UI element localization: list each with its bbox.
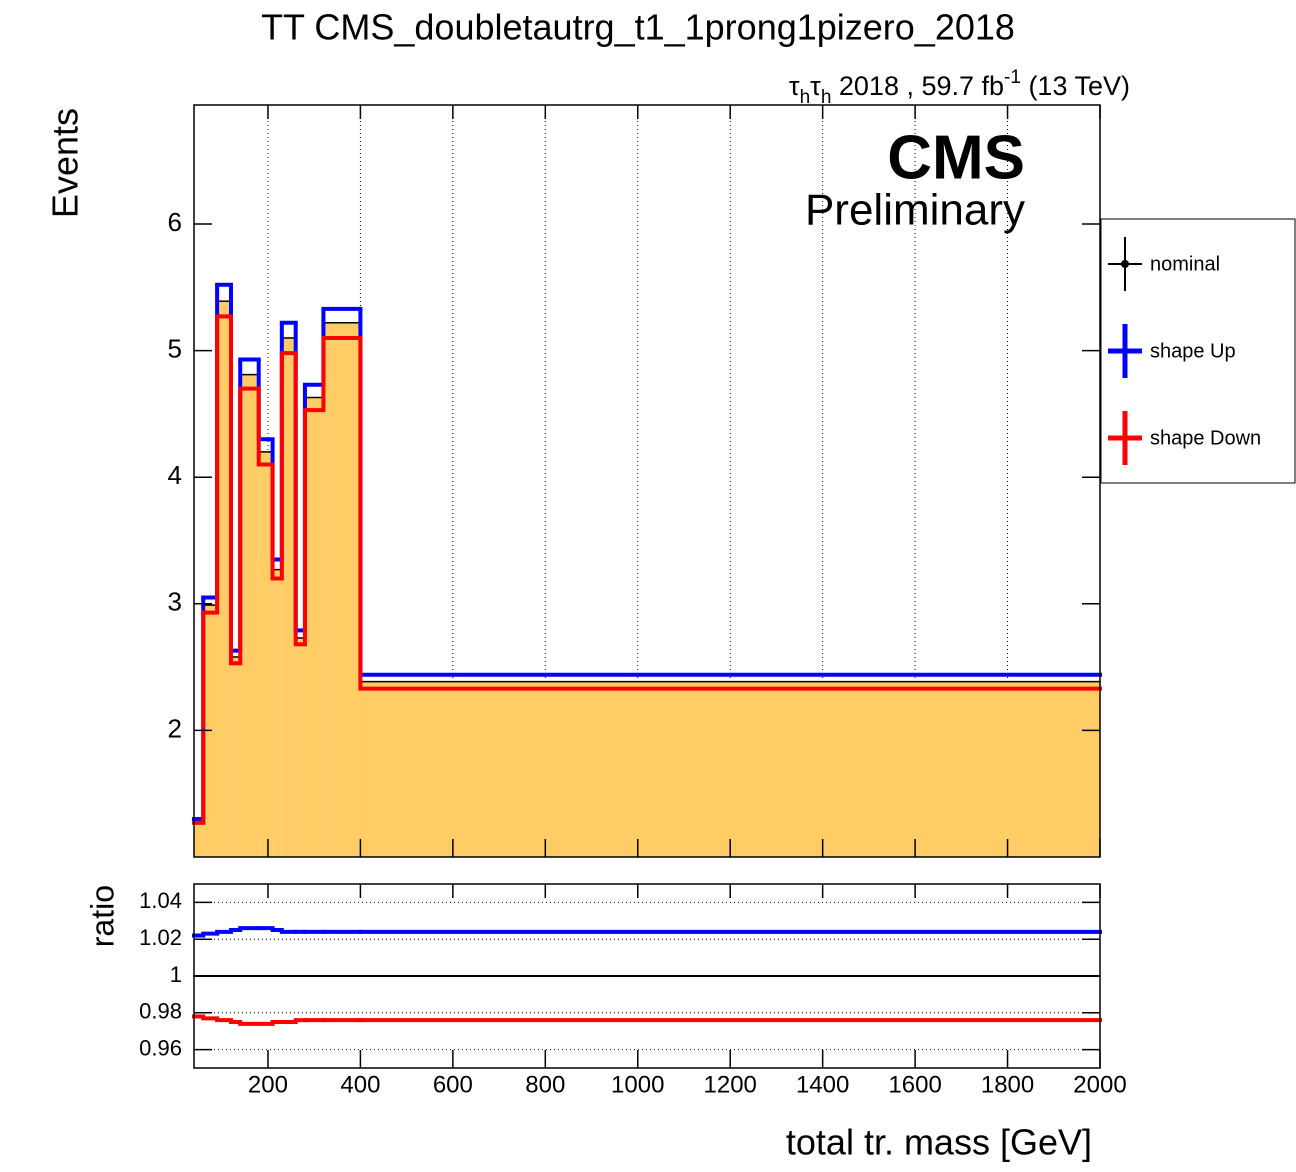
y-axis-label: Events <box>45 108 86 218</box>
lumi-label: τhτh 2018 , 59.7 fb-1 (13 TeV) <box>789 67 1130 108</box>
y-tick-label: 2 <box>168 713 182 743</box>
y-tick-label: 0.96 <box>139 1035 182 1060</box>
bar <box>194 821 204 857</box>
lumi-part: -1 <box>1004 67 1021 88</box>
legend-marker <box>1121 260 1129 268</box>
lumi-part: τ <box>789 71 800 101</box>
y-tick-label: 0.98 <box>139 999 182 1024</box>
bar <box>295 637 305 857</box>
y-tick-label: 1 <box>170 962 182 987</box>
lumi-part: (13 TeV) <box>1021 71 1130 101</box>
x-tick-label: 1000 <box>611 1071 664 1098</box>
x-tick-label: 800 <box>525 1071 565 1098</box>
x-tick-label: 1800 <box>981 1071 1034 1098</box>
x-tick-label: 1200 <box>704 1071 757 1098</box>
x-tick-label: 2000 <box>1073 1071 1126 1098</box>
lumi-part: h <box>800 87 811 108</box>
lumi-part: 2018 , 59.7 fb <box>831 71 1004 101</box>
x-tick-label: 200 <box>248 1071 288 1098</box>
preliminary-label: Preliminary <box>805 186 1025 235</box>
bar <box>281 337 296 857</box>
bar <box>217 301 231 857</box>
bar <box>240 374 259 857</box>
y-tick-label: 1.02 <box>139 925 182 950</box>
cms-label: CMS <box>887 123 1025 192</box>
legend-label: shape Up <box>1150 340 1236 362</box>
y-tick-label: 5 <box>168 333 182 363</box>
lumi-part: h <box>821 87 832 108</box>
bar <box>258 451 273 857</box>
bar <box>230 656 241 857</box>
x-tick-label: 1400 <box>796 1071 849 1098</box>
y-tick-label: 1.04 <box>139 888 182 913</box>
y-tick-label: 3 <box>168 587 182 617</box>
x-axis-label: total tr. mass [GeV] <box>786 1122 1092 1163</box>
y-tick-label: 6 <box>168 207 182 237</box>
bar <box>323 322 361 857</box>
plot-frame <box>193 104 1101 858</box>
y-tick-label: 4 <box>168 460 182 490</box>
bar <box>304 397 324 857</box>
x-tick-label: 1600 <box>888 1071 941 1098</box>
legend-label: nominal <box>1150 253 1220 275</box>
bar <box>272 569 282 857</box>
x-tick-label: 600 <box>433 1071 473 1098</box>
x-tick-label: 400 <box>340 1071 380 1098</box>
chart-title: TT CMS_doubletautrg_t1_1prong1pizero_201… <box>261 7 1015 48</box>
ratio-axis-label: ratio <box>84 885 120 947</box>
legend-label: shape Down <box>1150 427 1261 449</box>
lumi-part: τ <box>810 71 821 101</box>
bar <box>360 681 1100 857</box>
